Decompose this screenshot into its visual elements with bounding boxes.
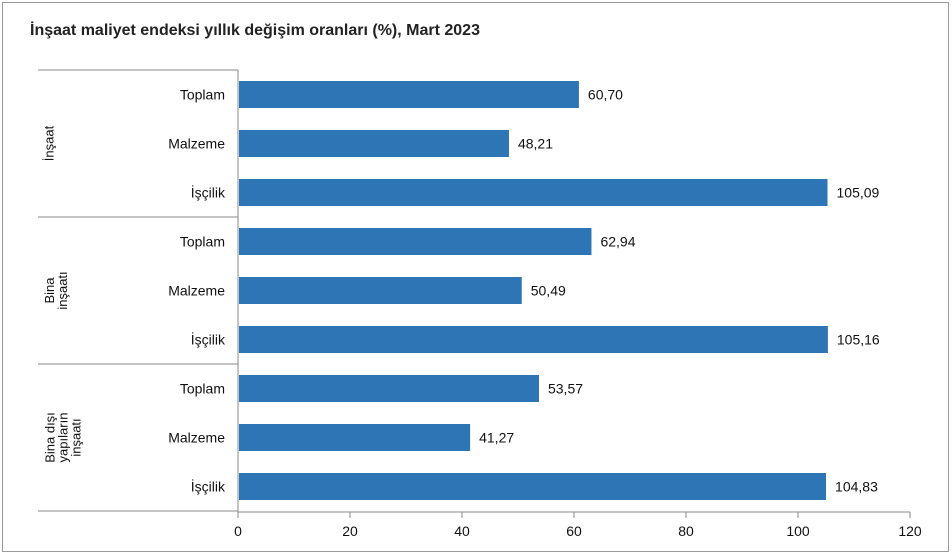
group-label-line: inşaatı — [55, 271, 70, 309]
category-label: Toplam — [180, 87, 225, 103]
category-label: Toplam — [180, 381, 225, 397]
bar — [239, 375, 539, 402]
bar — [239, 81, 579, 108]
group-label-line: Bina — [42, 277, 57, 304]
data-label: 41,27 — [479, 430, 514, 446]
group-label-line: inşaatı — [68, 418, 83, 456]
category-label: İşçilik — [191, 184, 226, 201]
group-label-line: Bina dışı — [42, 412, 57, 463]
bar — [239, 424, 471, 451]
data-label: 105,09 — [837, 185, 880, 201]
data-label: 48,21 — [518, 136, 553, 152]
x-tick-label: 40 — [454, 523, 470, 539]
category-label: Malzeme — [168, 136, 225, 152]
bar — [239, 326, 828, 353]
group-label: İnşaat — [41, 125, 56, 161]
x-tick-label: 0 — [234, 523, 242, 539]
data-label: 50,49 — [531, 283, 566, 299]
x-tick-label: 60 — [566, 523, 582, 539]
bar — [239, 277, 522, 304]
bar — [239, 228, 592, 255]
group-label-line: İnşaat — [41, 125, 56, 161]
bar — [239, 179, 828, 206]
group-label: Binainşaatı — [42, 271, 70, 309]
data-label: 105,16 — [837, 332, 880, 348]
group-label-line: yapıların — [55, 413, 70, 463]
chart-title: İnşaat maliyet endeksi yıllık değişim or… — [30, 22, 480, 39]
category-label: Toplam — [180, 234, 225, 250]
category-label: Malzeme — [168, 283, 225, 299]
category-label: Malzeme — [168, 430, 225, 446]
x-tick-label: 80 — [678, 523, 694, 539]
x-tick-label: 120 — [898, 523, 922, 539]
data-label: 62,94 — [600, 234, 635, 250]
x-tick-label: 20 — [342, 523, 358, 539]
category-label: İşçilik — [191, 478, 226, 495]
group-label: Bina dışıyapılarıninşaatı — [42, 412, 83, 463]
data-label: 104,83 — [835, 479, 878, 495]
data-label: 60,70 — [588, 87, 623, 103]
bar — [239, 473, 827, 500]
x-tick-label: 100 — [786, 523, 810, 539]
category-label: İşçilik — [191, 331, 226, 348]
data-label: 53,57 — [548, 381, 583, 397]
bar — [239, 130, 509, 157]
